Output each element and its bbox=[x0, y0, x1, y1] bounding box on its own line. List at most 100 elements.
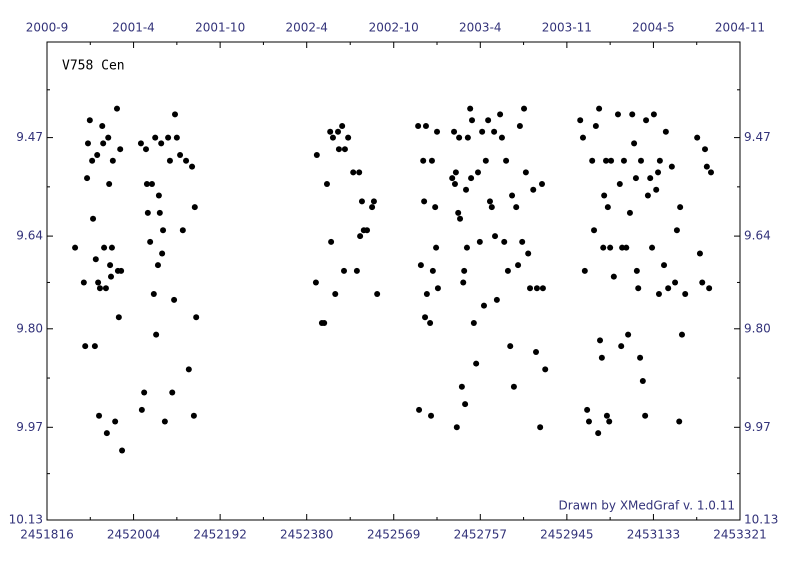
x2-tick-label: 2002-4 bbox=[285, 21, 328, 35]
data-point bbox=[341, 267, 347, 274]
data-point bbox=[144, 209, 151, 216]
data-point bbox=[457, 215, 464, 222]
data-point bbox=[522, 169, 529, 176]
data-point bbox=[350, 169, 357, 176]
x-tick-label: 2452004 bbox=[107, 528, 160, 542]
data-point bbox=[456, 134, 463, 141]
data-point bbox=[115, 314, 122, 321]
data-point bbox=[108, 244, 115, 251]
data-point bbox=[84, 175, 91, 182]
data-point bbox=[86, 117, 93, 124]
data-point bbox=[589, 157, 596, 164]
data-point bbox=[148, 180, 155, 187]
data-point bbox=[102, 285, 109, 292]
chart-title: V758 Cen bbox=[62, 59, 125, 74]
data-point bbox=[703, 163, 710, 170]
data-point bbox=[91, 343, 98, 350]
data-point bbox=[415, 123, 422, 130]
data-point bbox=[99, 123, 106, 130]
data-point bbox=[171, 296, 178, 303]
data-point bbox=[497, 111, 504, 118]
data-point bbox=[429, 267, 436, 274]
data-point bbox=[143, 180, 150, 187]
data-point bbox=[417, 262, 424, 269]
data-point bbox=[637, 354, 644, 361]
data-point bbox=[632, 175, 639, 182]
data-point bbox=[449, 175, 456, 182]
data-point bbox=[682, 291, 689, 298]
data-point bbox=[428, 157, 435, 164]
data-point bbox=[525, 250, 532, 257]
data-point bbox=[601, 192, 608, 199]
data-point bbox=[370, 198, 377, 205]
data-point bbox=[491, 128, 498, 135]
x-tick-label: 2452380 bbox=[280, 528, 333, 542]
data-point bbox=[596, 105, 603, 112]
data-point bbox=[577, 117, 584, 124]
data-point bbox=[653, 186, 660, 193]
data-point bbox=[539, 285, 546, 292]
data-point bbox=[643, 117, 650, 124]
data-point bbox=[629, 111, 636, 118]
data-point bbox=[595, 430, 602, 437]
data-point bbox=[341, 146, 348, 153]
data-point bbox=[357, 233, 364, 240]
data-point bbox=[113, 105, 120, 112]
data-point bbox=[183, 157, 190, 164]
data-point bbox=[141, 389, 148, 396]
x2-tick-label: 2002-10 bbox=[369, 21, 419, 35]
x-tick-label: 2452945 bbox=[540, 528, 593, 542]
data-point bbox=[493, 296, 500, 303]
data-point bbox=[312, 279, 319, 286]
data-point bbox=[656, 157, 663, 164]
data-point bbox=[112, 418, 119, 425]
y2-tick-label: 9.47 bbox=[744, 130, 771, 144]
data-point bbox=[92, 256, 99, 263]
data-point bbox=[460, 279, 467, 286]
data-point bbox=[153, 331, 160, 338]
y2-tick-label: 9.80 bbox=[744, 321, 771, 335]
data-point bbox=[106, 180, 113, 187]
x2-tick-label: 2004-5 bbox=[632, 21, 675, 35]
data-point bbox=[452, 169, 459, 176]
data-point bbox=[423, 291, 430, 298]
y2-tick-label: 10.13 bbox=[744, 513, 778, 527]
data-point bbox=[510, 383, 517, 390]
data-point bbox=[94, 151, 101, 158]
data-point bbox=[313, 151, 320, 158]
data-point bbox=[143, 146, 149, 153]
data-point bbox=[668, 163, 675, 170]
data-point bbox=[72, 244, 79, 251]
data-point bbox=[699, 279, 706, 286]
x2-tick-label: 2003-11 bbox=[542, 21, 592, 35]
data-point bbox=[158, 140, 165, 147]
data-point bbox=[189, 163, 196, 170]
data-point bbox=[434, 128, 441, 135]
data-point bbox=[519, 238, 526, 245]
data-point bbox=[677, 204, 684, 211]
data-point bbox=[90, 215, 97, 222]
data-point bbox=[150, 291, 157, 298]
data-point bbox=[469, 117, 476, 124]
data-point bbox=[598, 354, 605, 361]
data-point bbox=[339, 123, 346, 130]
data-point bbox=[676, 418, 683, 425]
data-point bbox=[161, 418, 168, 425]
data-point bbox=[610, 273, 617, 280]
data-point bbox=[108, 273, 115, 280]
data-point bbox=[480, 302, 487, 309]
data-point bbox=[585, 418, 592, 425]
plot-frame bbox=[46, 41, 741, 521]
data-point bbox=[453, 424, 460, 431]
data-point bbox=[479, 128, 486, 135]
data-point bbox=[516, 123, 523, 130]
data-point bbox=[474, 169, 481, 176]
data-point bbox=[476, 238, 483, 245]
data-point bbox=[80, 279, 87, 286]
data-point bbox=[96, 285, 103, 292]
data-point bbox=[185, 366, 192, 373]
y2-tick-label: 9.97 bbox=[744, 420, 771, 434]
data-point bbox=[451, 128, 458, 135]
data-point bbox=[467, 105, 474, 112]
data-point bbox=[416, 406, 423, 413]
